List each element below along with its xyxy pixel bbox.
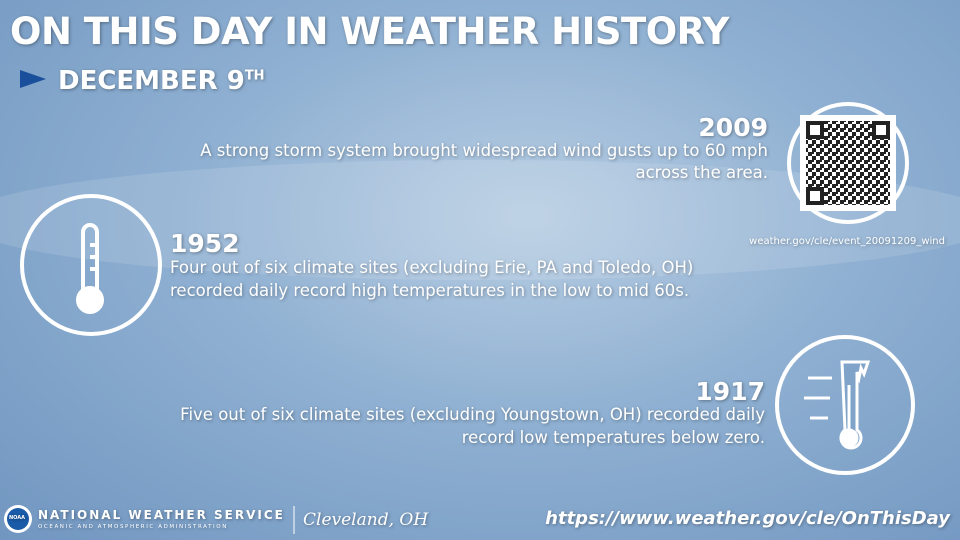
cold-thermometer-icon <box>804 360 871 450</box>
date-arrow <box>20 70 46 88</box>
event-text: record low temperatures below zero. <box>461 428 765 447</box>
thermometer-icon <box>76 223 104 314</box>
noaa-logo <box>7 508 29 530</box>
event-year: 1952 <box>170 229 240 258</box>
org-name: NATIONAL WEATHER SERVICE <box>38 508 285 522</box>
event-text: Four out of six climate sites (excluding… <box>170 258 694 277</box>
date: DECEMBER 9TH <box>58 66 265 96</box>
event-year: 2009 <box>698 113 768 142</box>
title: ON THIS DAY IN WEATHER HISTORY <box>10 10 729 53</box>
office: Cleveland, OH <box>303 510 429 530</box>
event-year: 1917 <box>695 377 765 406</box>
event-text: Five out of six climate sites (excluding… <box>180 405 765 424</box>
logo-text: NOAA <box>9 515 26 521</box>
qr-ring <box>787 102 909 224</box>
date-text: DECEMBER 9 <box>58 66 245 96</box>
footer-url[interactable]: https://www.weather.gov/cle/OnThisDay <box>545 508 950 529</box>
event-link: weather.gov/cle/event_20091209_wind <box>749 236 945 247</box>
date-suffix: TH <box>244 68 265 84</box>
heat-icon-ring <box>20 194 162 336</box>
cold-icon-ring <box>775 335 915 475</box>
event-text: recorded daily record high temperatures … <box>170 281 690 300</box>
org-subtitle: OCEANIC AND ATMOSPHERIC ADMINISTRATION <box>38 524 228 530</box>
qr-finders <box>806 121 890 205</box>
event-text: across the area. <box>635 163 769 182</box>
event-text: A strong storm system brought widespread… <box>200 141 768 160</box>
snow-highlight <box>0 160 960 280</box>
